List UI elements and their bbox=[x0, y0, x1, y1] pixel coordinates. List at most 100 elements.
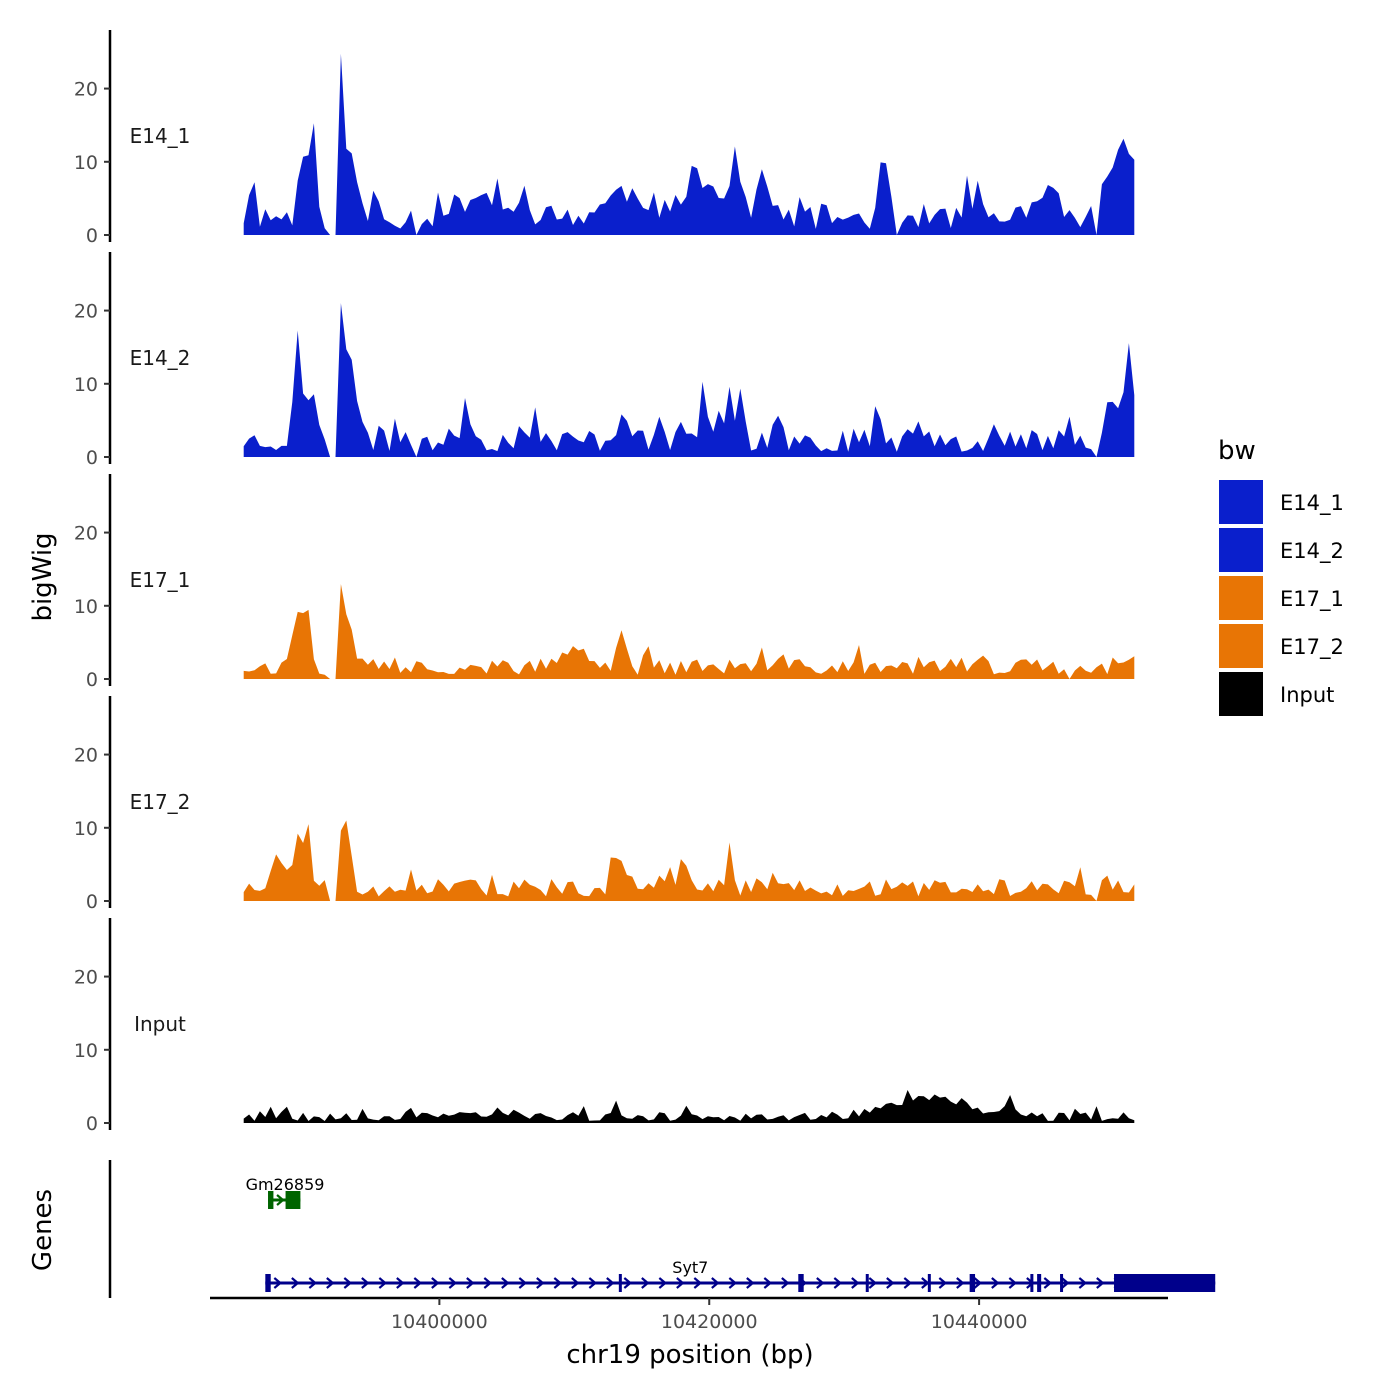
strand-arrow bbox=[361, 1277, 370, 1289]
y-tick-label: 20 bbox=[74, 967, 98, 989]
y-tick-label: 10 bbox=[74, 818, 98, 840]
strand-arrow bbox=[1096, 1277, 1105, 1289]
exon bbox=[1030, 1274, 1034, 1292]
gene-syt7: Syt7 bbox=[265, 1258, 1216, 1292]
gene-gm26859: Gm26859 bbox=[246, 1175, 325, 1209]
strand-arrow bbox=[1078, 1277, 1088, 1289]
strand-arrow bbox=[606, 1277, 615, 1289]
strand-arrow bbox=[308, 1277, 318, 1289]
y-tick-label: 20 bbox=[74, 79, 98, 101]
track-label: E14_2 bbox=[130, 346, 191, 370]
y-tick-label: 10 bbox=[74, 596, 98, 618]
track-label: E17_1 bbox=[130, 568, 191, 592]
strand-arrow bbox=[676, 1277, 685, 1289]
strand-arrow bbox=[956, 1277, 965, 1289]
strand-arrow bbox=[693, 1277, 703, 1289]
strand-arrow bbox=[501, 1277, 510, 1289]
strand-arrow bbox=[816, 1277, 825, 1289]
x-tick-label: 10420000 bbox=[661, 1311, 758, 1333]
legend-swatch-e14-2 bbox=[1219, 528, 1263, 572]
legend-label-input: Input bbox=[1280, 683, 1334, 707]
strand-arrow bbox=[763, 1277, 773, 1289]
strand-arrow bbox=[851, 1277, 860, 1289]
y-tick-label: 10 bbox=[74, 1040, 98, 1062]
genes-panel: Gm26859 Syt7 bbox=[108, 1160, 1216, 1298]
strand-arrow bbox=[553, 1277, 563, 1289]
coverage-area-e17-1 bbox=[243, 584, 1135, 679]
x-axis-title: chr19 position (bp) bbox=[566, 1340, 813, 1370]
strand-arrow bbox=[991, 1277, 1000, 1289]
exon bbox=[969, 1274, 976, 1292]
exon bbox=[618, 1274, 622, 1292]
track-input: 0 10 20 Input bbox=[74, 918, 1135, 1135]
strand-arrow bbox=[518, 1277, 528, 1289]
strand-arrow bbox=[431, 1277, 440, 1289]
track-label: E14_1 bbox=[130, 124, 191, 148]
exon bbox=[927, 1274, 931, 1292]
track-label: E17_2 bbox=[130, 790, 191, 814]
strand-arrow bbox=[903, 1277, 913, 1289]
track-e17-2: 0 10 20 E17_2 bbox=[74, 696, 1135, 913]
y-tick-label: 10 bbox=[74, 374, 98, 396]
coverage-area-e14-2 bbox=[243, 303, 1135, 457]
y-axis-title: bigWig bbox=[28, 532, 58, 621]
strand-arrow bbox=[1008, 1277, 1018, 1289]
coverage-area-e17-2 bbox=[243, 820, 1135, 901]
strand-arrow bbox=[483, 1277, 493, 1289]
strand-arrow bbox=[448, 1277, 458, 1289]
strand-arrow bbox=[921, 1277, 930, 1289]
strand-arrow bbox=[378, 1277, 388, 1289]
strand-arrow bbox=[641, 1277, 650, 1289]
y-tick-label: 10 bbox=[74, 152, 98, 174]
exon bbox=[1060, 1274, 1064, 1292]
y-tick-label: 0 bbox=[86, 225, 98, 247]
strand-arrow bbox=[781, 1277, 790, 1289]
y-tick-label: 20 bbox=[74, 301, 98, 323]
legend-label-e14-2: E14_2 bbox=[1280, 539, 1344, 564]
legend-title: bw bbox=[1218, 436, 1256, 466]
legend-label-e17-1: E17_1 bbox=[1280, 587, 1344, 612]
strand-arrow bbox=[571, 1277, 580, 1289]
y-tick-label: 20 bbox=[74, 745, 98, 767]
strand-arrow bbox=[658, 1277, 668, 1289]
track-label: Input bbox=[134, 1012, 186, 1036]
strand-arrow bbox=[728, 1277, 738, 1289]
exon bbox=[265, 1274, 271, 1292]
y-tick-label: 0 bbox=[86, 891, 98, 913]
y-tick-label: 0 bbox=[86, 669, 98, 691]
x-tick-label: 10400000 bbox=[391, 1311, 488, 1333]
coverage-area-e14-1 bbox=[243, 53, 1135, 235]
strand-arrow bbox=[396, 1277, 405, 1289]
coverage-area-input bbox=[243, 1090, 1135, 1123]
genes-axis-title: Genes bbox=[28, 1189, 58, 1271]
gene-label: Gm26859 bbox=[246, 1175, 325, 1194]
exon bbox=[798, 1274, 804, 1292]
strand-arrow bbox=[291, 1277, 300, 1289]
exon bbox=[268, 1191, 274, 1209]
legend: bw E14_1 E14_2 E17_1 E17_2 Input bbox=[1218, 436, 1344, 716]
track-e14-1: 0 10 20 E14_1 bbox=[74, 30, 1135, 247]
y-tick-label: 0 bbox=[86, 1113, 98, 1135]
exon bbox=[1114, 1274, 1216, 1292]
strand-arrow bbox=[536, 1277, 545, 1289]
track-e17-1: 0 10 20 E17_1 bbox=[74, 474, 1135, 691]
strand-arrow bbox=[588, 1277, 598, 1289]
strand-arrow bbox=[711, 1277, 720, 1289]
strand-arrow bbox=[326, 1277, 335, 1289]
legend-swatch-e17-1 bbox=[1219, 576, 1263, 620]
x-tick-label: 10440000 bbox=[931, 1311, 1028, 1333]
gene-label: Syt7 bbox=[672, 1258, 708, 1277]
strand-arrow bbox=[413, 1277, 423, 1289]
strand-arrow bbox=[343, 1277, 353, 1289]
legend-swatch-e17-2 bbox=[1219, 624, 1263, 668]
strand-arrow bbox=[938, 1277, 948, 1289]
strand-arrow bbox=[276, 1194, 285, 1206]
strand-arrow bbox=[746, 1277, 755, 1289]
strand-arrow bbox=[1043, 1277, 1053, 1289]
y-tick-label: 0 bbox=[86, 447, 98, 469]
strand-arrow bbox=[868, 1277, 878, 1289]
strand-arrow bbox=[973, 1277, 983, 1289]
track-e14-2: 0 10 20 E14_2 bbox=[74, 252, 1135, 469]
strand-arrow bbox=[466, 1277, 475, 1289]
exon bbox=[285, 1191, 301, 1209]
